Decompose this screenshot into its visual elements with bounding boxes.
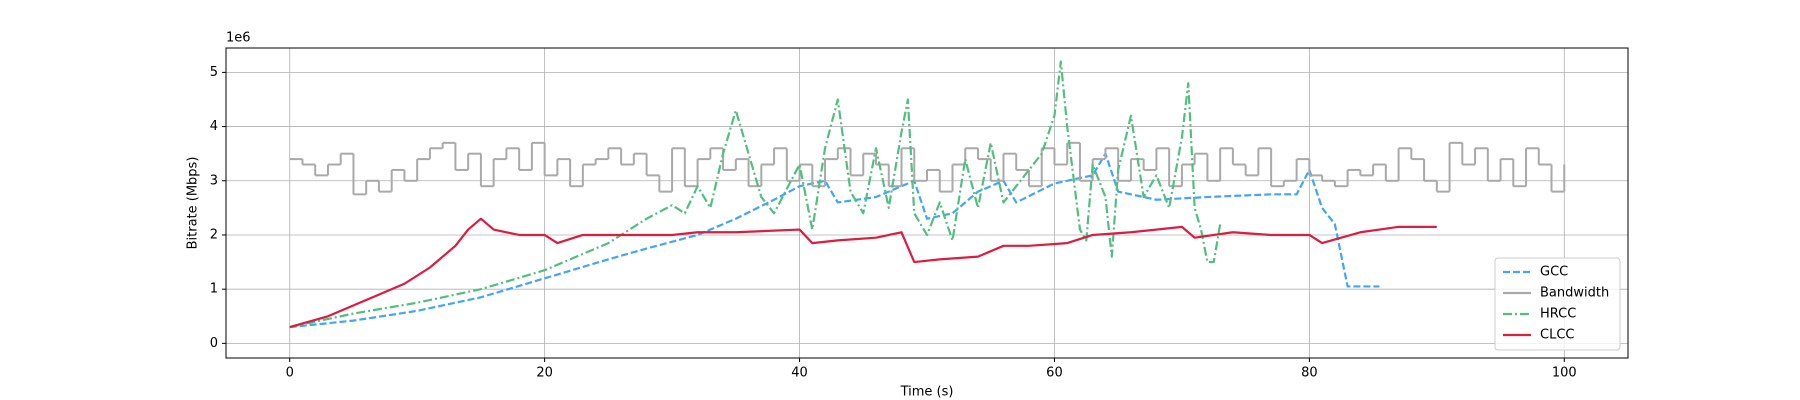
y-axis-label: Bitrate (Mbps) bbox=[186, 157, 201, 250]
series-line bbox=[289, 217, 1437, 329]
series-line bbox=[289, 152, 1380, 329]
ticks: 0 20 40 60 80 100 0 1 2 3 4 5 bbox=[210, 65, 1577, 381]
y-tick-label: 4 bbox=[210, 119, 218, 134]
y-tick-label: 0 bbox=[210, 336, 218, 351]
series-line bbox=[289, 60, 1222, 329]
legend-label: GCC bbox=[1540, 265, 1568, 280]
legend: GCC Bandwidth HRCC CLCC bbox=[1494, 257, 1621, 351]
y-tick-label: 5 bbox=[210, 65, 218, 80]
y-tick-label: 1 bbox=[210, 282, 218, 297]
x-tick-label: 100 bbox=[1552, 366, 1577, 381]
y-offset-label: 1e6 bbox=[226, 31, 251, 46]
plot-area bbox=[289, 60, 1566, 329]
y-tick-label: 2 bbox=[210, 227, 218, 242]
x-tick-label: 0 bbox=[286, 366, 294, 381]
legend-label: HRCC bbox=[1540, 307, 1576, 322]
legend-label: CLCC bbox=[1540, 328, 1574, 343]
x-tick-label: 80 bbox=[1301, 366, 1318, 381]
x-tick-label: 40 bbox=[791, 366, 808, 381]
x-tick-label: 20 bbox=[536, 366, 553, 381]
axes-frame bbox=[225, 47, 1629, 359]
x-tick-label: 60 bbox=[1046, 366, 1063, 381]
y-tick-label: 3 bbox=[210, 173, 218, 188]
legend-box bbox=[1494, 257, 1621, 351]
x-axis-label: Time (s) bbox=[900, 385, 954, 400]
legend-label: Bandwidth bbox=[1540, 286, 1609, 301]
